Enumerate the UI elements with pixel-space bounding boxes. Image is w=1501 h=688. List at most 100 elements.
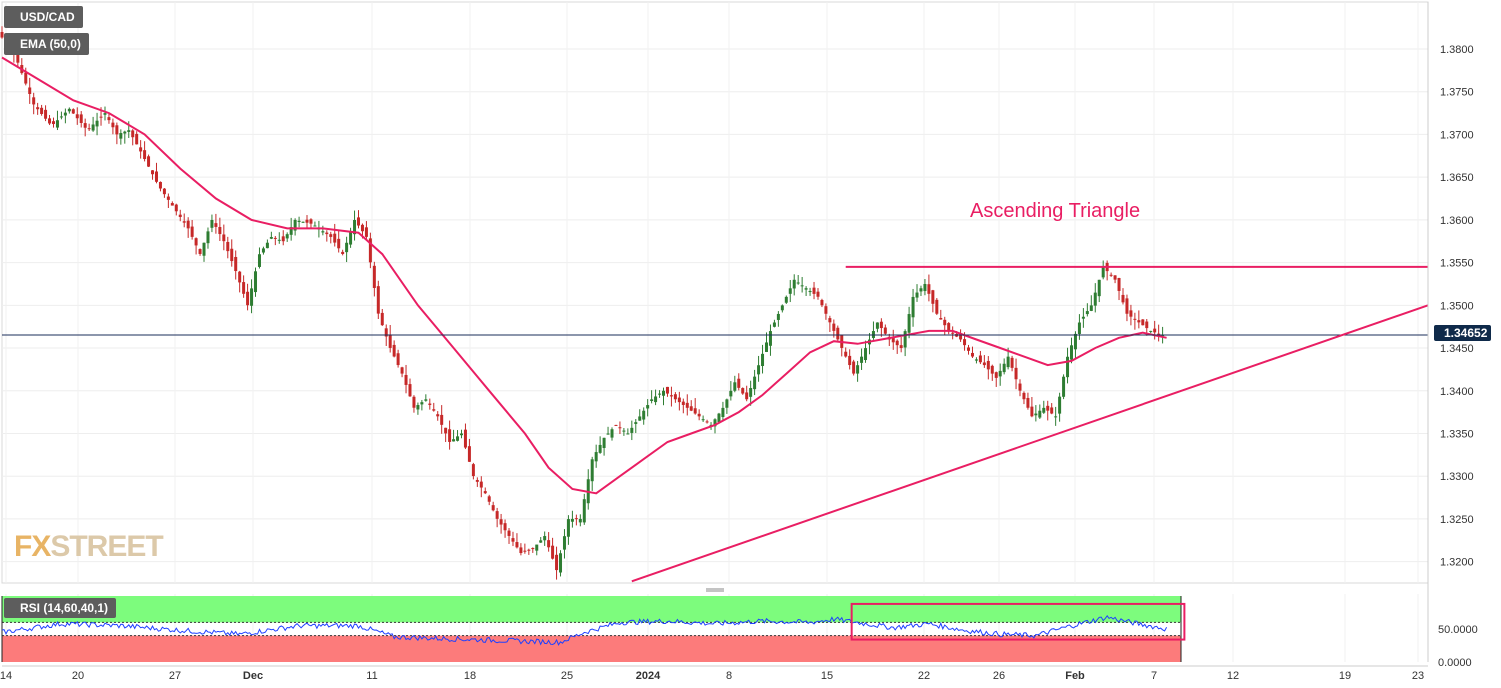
- y-tick-label: 1.3400: [1440, 386, 1474, 398]
- candle: [800, 276, 804, 293]
- candle-body: [444, 427, 448, 434]
- candle-body: [915, 292, 919, 298]
- candle-body: [254, 271, 258, 293]
- x-tick-label: 26: [993, 670, 1005, 682]
- candle: [487, 494, 491, 506]
- candle-body: [368, 238, 372, 263]
- candle-body: [788, 288, 792, 294]
- plot-frame: [1, 1, 1429, 584]
- y-tick-label: 1.3800: [1440, 44, 1474, 56]
- candle-body: [1018, 383, 1022, 391]
- candle-body: [491, 505, 495, 511]
- candle-body: [1066, 356, 1070, 378]
- candle: [1026, 392, 1030, 410]
- candle-body: [974, 359, 978, 361]
- candle-body: [325, 232, 329, 235]
- annotation-ascending-triangle: Ascending Triangle: [970, 200, 1141, 222]
- candle-body: [713, 419, 717, 427]
- candle-body: [111, 122, 115, 128]
- candle-body: [982, 362, 986, 366]
- y-tick-label: 1.3250: [1440, 514, 1474, 526]
- candle: [681, 398, 685, 414]
- candle: [1062, 374, 1066, 400]
- candle-body: [44, 109, 48, 119]
- candle: [705, 419, 709, 424]
- candle: [467, 438, 471, 462]
- candle-body: [990, 365, 994, 374]
- candle-body: [269, 237, 273, 239]
- candle-body: [51, 121, 55, 125]
- candle-body: [1034, 413, 1038, 416]
- candle: [566, 515, 570, 545]
- candle-body: [28, 87, 32, 94]
- chart-grid: [1, 1, 1429, 662]
- candle: [131, 129, 135, 146]
- candle-body: [1157, 333, 1161, 335]
- candle: [357, 210, 360, 229]
- candle: [804, 286, 808, 296]
- candle: [210, 214, 214, 233]
- candle: [491, 501, 495, 512]
- candle: [293, 218, 297, 236]
- candle-body: [297, 220, 301, 223]
- candle: [1066, 347, 1070, 384]
- candle-body: [479, 481, 483, 488]
- x-tick-label: Dec: [243, 670, 263, 682]
- candle: [701, 415, 705, 422]
- candle-body: [559, 553, 563, 573]
- y-tick-label: 1.3550: [1440, 258, 1474, 270]
- candle-body: [87, 128, 91, 130]
- candle: [459, 429, 463, 439]
- candle-body: [618, 427, 622, 429]
- candle: [456, 430, 460, 442]
- candle: [174, 203, 178, 216]
- candle-body: [749, 388, 753, 397]
- candle-body: [75, 114, 79, 119]
- candle: [48, 114, 52, 126]
- candle: [115, 122, 119, 145]
- candle: [194, 237, 198, 255]
- candle-body: [820, 299, 824, 306]
- candle-body: [1089, 305, 1093, 311]
- x-tick-label: Feb: [1065, 670, 1085, 682]
- candle-body: [959, 334, 963, 340]
- candle-body: [107, 117, 111, 121]
- candle: [745, 385, 749, 402]
- candle-body: [404, 374, 408, 385]
- candle-body: [665, 386, 669, 394]
- rsi-tick-label: 0.0000: [1438, 657, 1472, 669]
- candle: [147, 154, 151, 168]
- candle-body: [341, 251, 345, 254]
- candle: [475, 477, 479, 487]
- candle-body: [48, 118, 52, 124]
- candle: [444, 427, 448, 443]
- candle: [281, 230, 285, 246]
- candle: [301, 221, 305, 223]
- candle-body: [1050, 407, 1054, 414]
- candle: [230, 239, 234, 267]
- candle: [400, 366, 404, 378]
- candle: [539, 537, 543, 543]
- candle-body: [535, 544, 539, 551]
- candle: [1058, 392, 1062, 422]
- candle: [250, 279, 254, 314]
- candle-body: [614, 424, 618, 426]
- candle: [1141, 319, 1145, 326]
- candle: [436, 411, 440, 421]
- candle-body: [206, 231, 210, 244]
- candle-body: [978, 355, 982, 363]
- candle: [206, 227, 210, 249]
- candle: [959, 329, 963, 342]
- candle-body: [238, 271, 242, 283]
- candle-body: [1010, 357, 1014, 368]
- x-tick-label: 25: [561, 670, 573, 682]
- candle: [495, 507, 499, 528]
- candle: [741, 387, 745, 395]
- candle: [483, 487, 487, 495]
- x-tick-label: 14: [0, 670, 12, 682]
- candle: [630, 420, 634, 441]
- candle: [32, 92, 36, 115]
- candle: [285, 232, 289, 242]
- candle: [20, 58, 24, 75]
